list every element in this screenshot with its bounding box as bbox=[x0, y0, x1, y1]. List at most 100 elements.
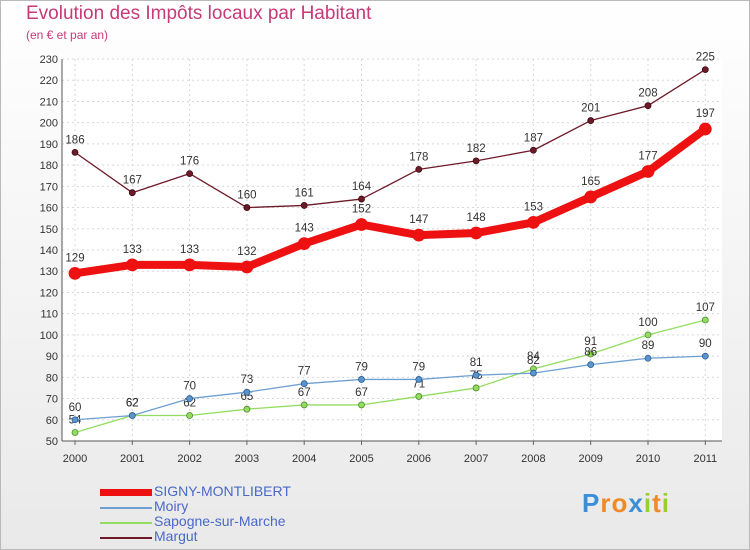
logo-letter: i bbox=[661, 488, 670, 518]
logo-letter: i bbox=[643, 488, 653, 518]
y-tick-label: 70 bbox=[46, 394, 58, 406]
data-point-margut bbox=[358, 195, 365, 203]
data-label-sapogne-sur-marche: 100 bbox=[638, 317, 657, 329]
x-tick-label: 2001 bbox=[120, 453, 144, 465]
data-label-margut: 178 bbox=[409, 151, 428, 163]
data-label-moiry: 70 bbox=[183, 381, 196, 393]
data-label-moiry: 77 bbox=[298, 366, 311, 378]
data-label-moiry: 79 bbox=[355, 361, 368, 373]
data-point-sapogne-sur-marche bbox=[243, 405, 251, 413]
y-tick-label: 120 bbox=[40, 287, 58, 299]
data-point-sapogne-sur-marche bbox=[415, 393, 423, 400]
y-tick-label: 60 bbox=[46, 415, 58, 427]
y-tick-label: 190 bbox=[40, 139, 58, 151]
legend-swatch-moiry bbox=[100, 507, 152, 509]
data-point-sapogne-sur-marche bbox=[71, 429, 79, 436]
legend-label-signy: SIGNY-MONTLIBERT bbox=[154, 483, 291, 499]
data-label-signy-montlibert: 153 bbox=[524, 201, 543, 213]
data-label-margut: 182 bbox=[467, 143, 486, 155]
data-label-margut: 208 bbox=[638, 88, 657, 100]
data-point-signy-montlibert bbox=[584, 190, 598, 204]
data-label-signy-montlibert: 152 bbox=[352, 204, 371, 216]
data-point-margut bbox=[472, 157, 480, 165]
y-tick-label: 160 bbox=[40, 203, 58, 215]
data-label-sapogne-sur-marche: 65 bbox=[241, 391, 254, 403]
y-tick-label: 110 bbox=[40, 309, 58, 321]
y-tick-label: 180 bbox=[40, 160, 58, 172]
logo-letter: o bbox=[611, 488, 629, 518]
data-point-moiry bbox=[71, 416, 79, 424]
data-point-margut bbox=[701, 66, 709, 74]
data-point-moiry bbox=[587, 361, 595, 369]
data-point-moiry bbox=[415, 376, 423, 383]
data-label-margut: 161 bbox=[295, 187, 314, 199]
logo-letter: t bbox=[652, 488, 662, 518]
data-point-margut bbox=[415, 165, 423, 173]
y-tick-label: 80 bbox=[46, 372, 58, 384]
x-tick-label: 2006 bbox=[407, 453, 431, 465]
data-label-moiry: 81 bbox=[470, 357, 483, 369]
data-point-margut bbox=[530, 146, 537, 154]
data-point-signy-montlibert bbox=[469, 226, 483, 240]
data-label-signy-montlibert: 148 bbox=[467, 212, 486, 224]
data-label-signy-montlibert: 133 bbox=[123, 244, 142, 256]
y-tick-label: 200 bbox=[40, 118, 58, 130]
x-tick-label: 2003 bbox=[235, 453, 259, 465]
legend-label-sapogne: Sapogne-sur-Marche bbox=[154, 513, 286, 529]
data-label-margut: 186 bbox=[65, 134, 84, 146]
data-point-margut bbox=[186, 170, 194, 178]
data-label-signy-montlibert: 177 bbox=[638, 150, 657, 162]
data-point-margut bbox=[644, 102, 652, 110]
data-point-margut bbox=[587, 117, 595, 124]
data-label-margut: 187 bbox=[524, 132, 543, 144]
data-label-signy-montlibert: 129 bbox=[65, 252, 84, 264]
logo-letter: x bbox=[628, 488, 644, 518]
series-line-moiry bbox=[74, 355, 706, 421]
data-point-moiry bbox=[701, 352, 709, 360]
x-tick-label: 2000 bbox=[63, 453, 87, 465]
legend-swatch-signy bbox=[100, 489, 152, 496]
data-label-signy-montlibert: 143 bbox=[295, 223, 314, 235]
y-tick-label: 220 bbox=[40, 75, 58, 87]
data-point-sapogne-sur-marche bbox=[701, 316, 709, 324]
data-point-signy-montlibert bbox=[297, 237, 311, 251]
data-label-margut: 167 bbox=[123, 175, 142, 187]
chart-title: Evolution des Impôts locaux par Habitant bbox=[26, 3, 372, 24]
data-label-sapogne-sur-marche: 91 bbox=[584, 336, 597, 348]
data-point-moiry bbox=[300, 380, 308, 388]
data-point-signy-montlibert bbox=[355, 218, 368, 231]
legend-label-moiry: Moiry bbox=[154, 498, 189, 514]
logo-letter: r bbox=[600, 488, 612, 518]
data-label-signy-montlibert: 165 bbox=[581, 176, 600, 188]
y-tick-label: 100 bbox=[40, 330, 58, 342]
x-tick-label: 2011 bbox=[693, 453, 717, 465]
data-point-sapogne-sur-marche bbox=[587, 350, 595, 358]
data-label-moiry: 79 bbox=[412, 361, 425, 373]
data-label-margut: 164 bbox=[352, 181, 372, 193]
y-tick-label: 210 bbox=[40, 96, 58, 108]
data-point-signy-montlibert bbox=[68, 266, 82, 280]
x-tick-label: 2004 bbox=[292, 453, 316, 465]
proxiti-logo: Proxiti bbox=[582, 488, 670, 519]
data-label-margut: 176 bbox=[180, 156, 199, 168]
data-label-sapogne-sur-marche: 107 bbox=[696, 302, 715, 314]
data-label-signy-montlibert: 147 bbox=[409, 214, 428, 226]
data-label-moiry: 86 bbox=[584, 347, 597, 359]
legend-swatch-margut bbox=[100, 537, 152, 539]
y-tick-label: 50 bbox=[46, 436, 58, 448]
chart-subtitle: (en € et par an) bbox=[26, 28, 109, 42]
y-tick-label: 230 bbox=[40, 54, 58, 66]
series-line-signy-montlibert bbox=[71, 125, 710, 278]
data-point-sapogne-sur-marche bbox=[644, 331, 652, 339]
y-tick-label: 140 bbox=[40, 245, 58, 257]
x-tick-label: 2007 bbox=[464, 453, 488, 465]
data-label-signy-montlibert: 132 bbox=[237, 246, 256, 258]
data-point-signy-montlibert bbox=[698, 122, 712, 136]
legend-label-margut: Margut bbox=[154, 528, 198, 544]
data-point-margut bbox=[300, 202, 308, 209]
data-point-signy-montlibert bbox=[412, 228, 426, 242]
data-label-margut: 201 bbox=[581, 103, 600, 115]
data-label-signy-montlibert: 197 bbox=[696, 108, 715, 120]
data-point-signy-montlibert bbox=[641, 165, 655, 178]
